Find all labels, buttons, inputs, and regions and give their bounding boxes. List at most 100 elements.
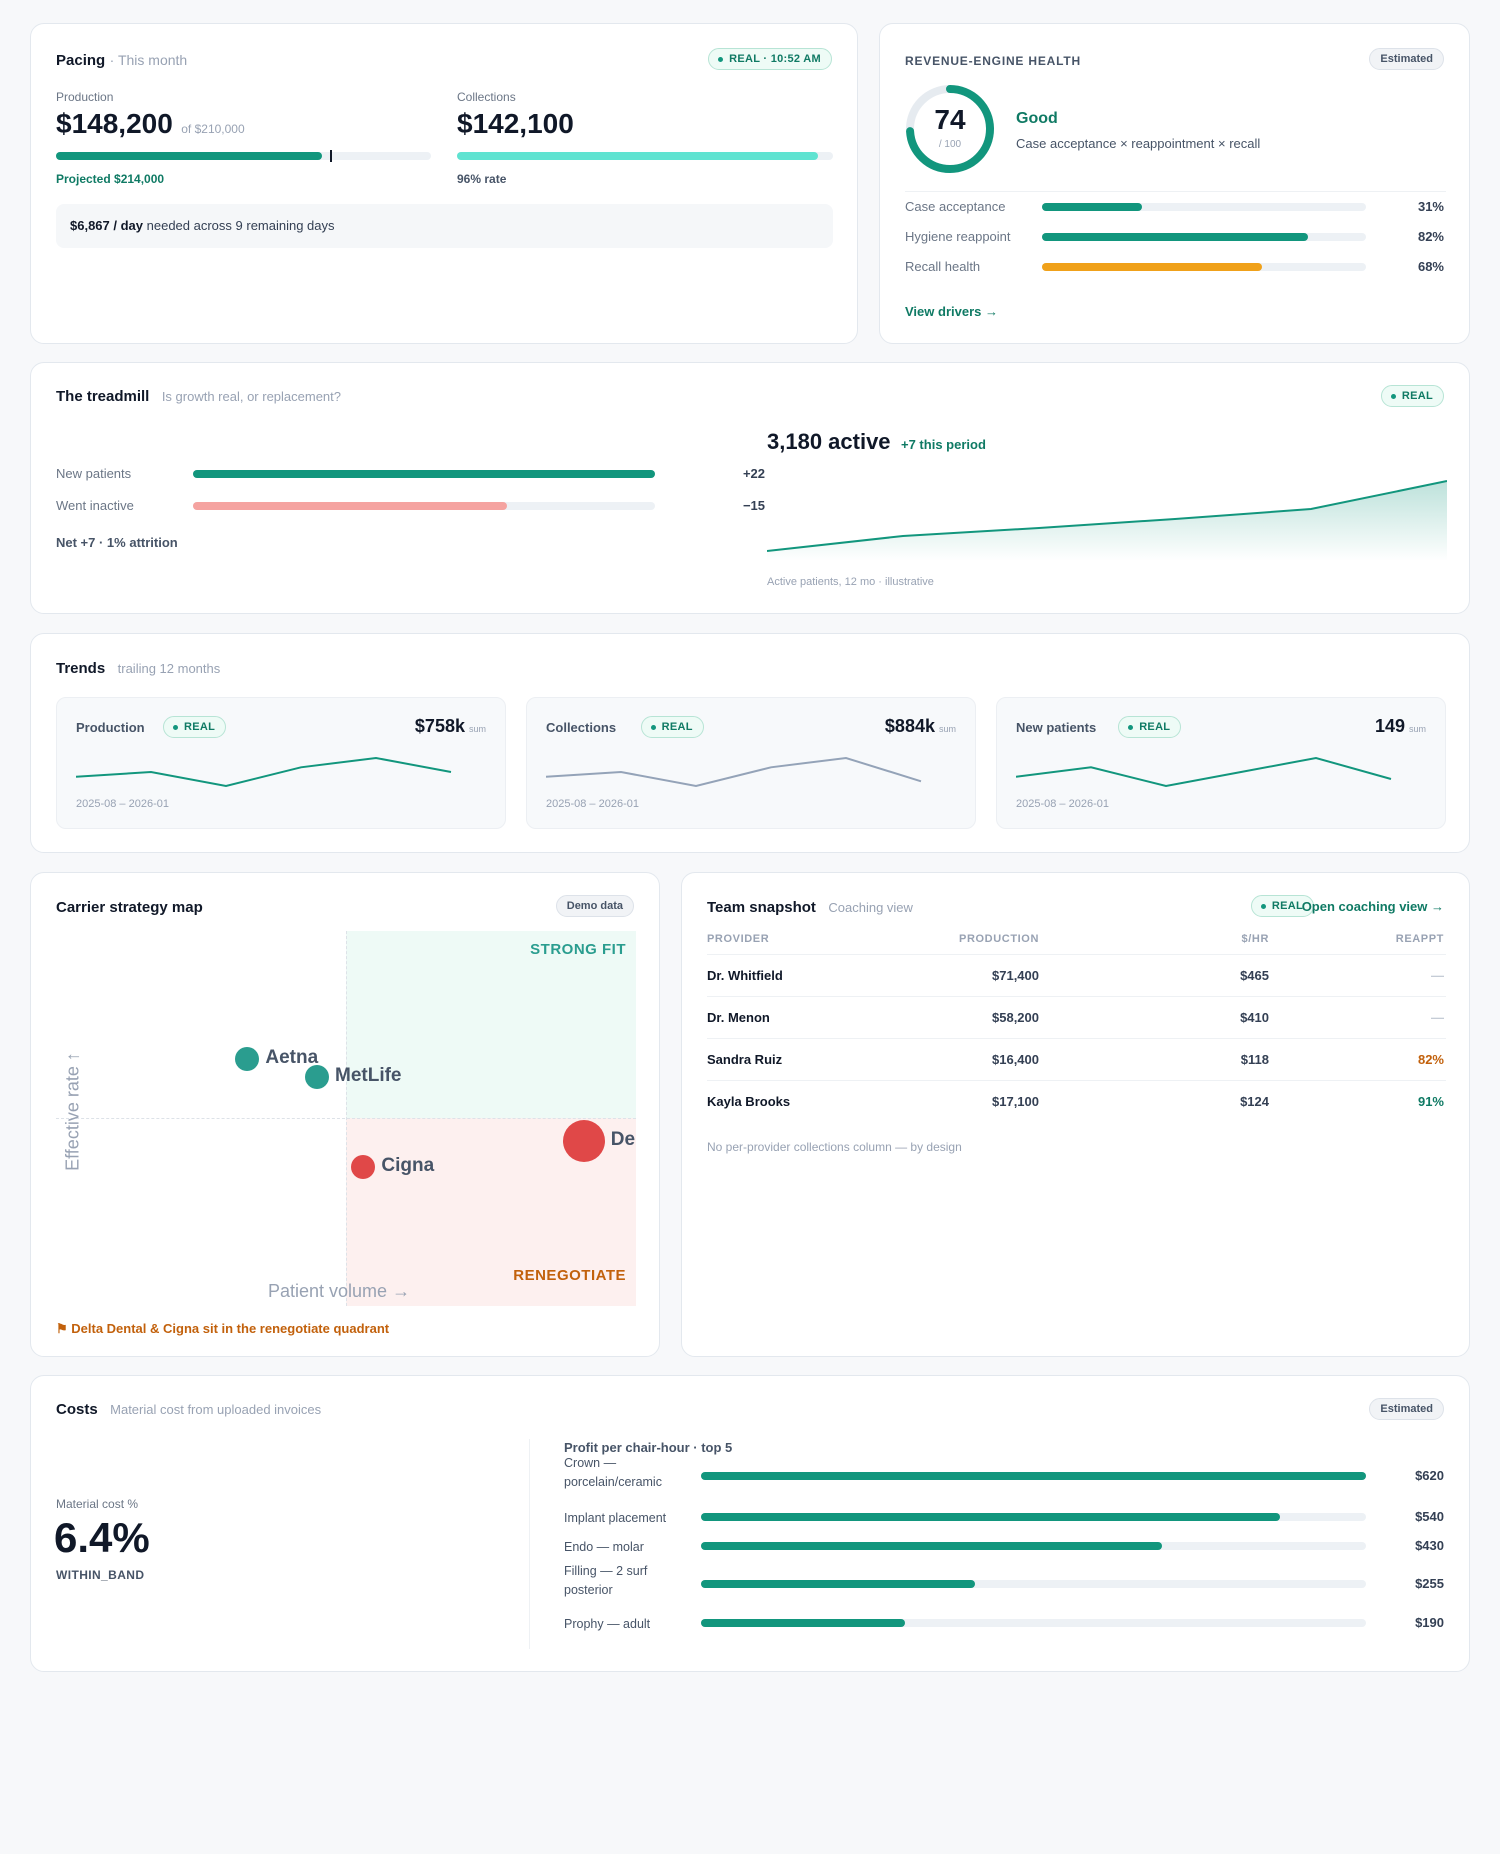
team-title: Team snapshot [707,899,816,916]
collections-rate: 96% rate [457,172,507,186]
carrier-point-metlife[interactable] [305,1065,329,1090]
trend-range: 2025-08 – 2026-01 [1016,798,1109,810]
trend-total: $884k sum [885,716,956,737]
real-badge: REAL [1380,385,1444,407]
trend-value: $758k [414,716,465,736]
costs-title: Costs [56,1401,98,1418]
net-attrition: Net +7 · 1% attrition [56,535,178,550]
real-badge: REAL [1118,716,1182,738]
production-progress-fill [56,152,323,160]
profit-value: $430 [1415,1538,1444,1553]
y-axis-label: Effective rate ↑ [62,1052,83,1171]
treadmill-title: The treadmill [56,388,150,405]
trend-card-new-patients[interactable]: New patients REAL 149 sum 2025-08 – 2026-01 [996,697,1446,829]
trend-value: 149 [1374,716,1405,736]
real-badge: REAL [640,716,704,738]
profit-track [701,1619,1366,1627]
pacing-title: Pacing [56,52,106,69]
costs-divider [529,1439,530,1649]
carrier-title: Carrier strategy map [56,899,203,916]
row-divider [707,996,1446,997]
profit-track [701,1580,1366,1588]
profit-value: $620 [1415,1468,1444,1483]
profit-category: Endo — molar [564,1540,644,1554]
costs-card: Costs Material cost from uploaded invoic… [30,1375,1470,1672]
trend-range: 2025-08 – 2026-01 [76,798,169,810]
production-target: of $210,000 [181,122,245,136]
strong-fit-label: STRONG FIT [530,941,626,958]
production-value: $148,200 [56,108,173,139]
carrier-label: Aetna [265,1046,319,1068]
trend-card-production[interactable]: Production REAL $758k sum 2025-08 – 2026-01 [56,697,506,829]
collections-progress-bar [457,152,833,160]
daily-needed-callout: $6,867 / day needed across 9 remaining d… [56,204,833,248]
real-time-badge: REAL · 10:52 AM [708,48,832,70]
carrier-point-de[interactable] [562,1120,605,1162]
metric-track [1042,263,1366,271]
active-area [767,481,1447,561]
metric-track [1042,233,1366,241]
collections-value: $142,100 [457,108,574,139]
profit-category: Implant placement [564,1511,667,1525]
carrier-point-cigna[interactable] [351,1155,376,1180]
metric-value: 68% [1417,259,1444,274]
trend-range: 2025-08 – 2026-01 [546,798,639,810]
profit-category: Crown — porcelain/ceramic [564,1456,662,1489]
collections-progress-fill [457,152,818,160]
trend-sparkline [1016,756,1392,788]
renegotiate-label: RENEGOTIATE [513,1267,626,1284]
renegotiate-note: ⚑ Delta Dental & Cigna sit in the renego… [56,1321,390,1336]
provider-reappt: — [1431,968,1444,983]
demo-data-badge: Demo data [555,895,634,917]
view-drivers-link[interactable]: View drivers → [905,304,998,319]
pacing-card: Pacing · This month REAL · 10:52 AM Prod… [30,23,858,344]
row-divider [707,954,1446,955]
material-cost-value: 6.4% [54,1514,150,1561]
carrier-label: De [610,1129,636,1150]
profit-track [701,1472,1366,1480]
trend-sparkline [76,756,452,788]
profit-category: Prophy — adult [564,1617,651,1631]
real-badge: REAL [1250,895,1314,917]
health-title: REVENUE-ENGINE HEALTH [905,54,1081,68]
provider-name: Kayla Brooks [707,1094,791,1109]
divider [905,191,1446,192]
estimated-badge: Estimated [1369,48,1444,70]
provider-production: $71,400 [992,968,1039,983]
profit-track [701,1513,1366,1521]
trends-title: Trends [56,660,106,677]
production-figure: $148,200 of $210,000 [56,108,245,140]
trends-header: Trends trailing 12 months [56,660,220,678]
carrier-point-aetna[interactable] [235,1046,260,1071]
projected-text: Projected $214,000 [56,172,165,186]
costs-subtitle: Material cost from uploaded invoices [110,1402,322,1417]
carrier-plot: STRONG FIT RENEGOTIATE Aetna MetLife Cigna… [56,931,636,1306]
score-gauge [906,85,994,173]
provider-rate: $118 [1240,1052,1269,1067]
open-coaching-link[interactable]: Open coaching view → [1301,899,1444,914]
trends-card: Trends trailing 12 months Production REAL… [30,633,1470,853]
treadmill-track [193,502,655,510]
treadmill-row-label: New patients [56,466,132,481]
profit-bar [701,1619,905,1627]
treadmill-track [193,470,655,478]
provider-name: Sandra Ruiz [707,1052,783,1067]
team-header: Team snapshot Coaching view [707,899,913,917]
pacing-header: Pacing · This month [56,52,187,70]
treadmill-fill [193,502,508,510]
treadmill-row-value: +22 [742,466,765,481]
collections-label: Collections [457,90,516,104]
provider-reappt: 91% [1417,1094,1444,1109]
active-line [767,480,1447,552]
trend-unit: sum [938,724,956,734]
daily-needed-text: needed across 9 remaining days [146,218,335,233]
treadmill-fill [193,470,655,478]
treadmill-row-label: Went inactive [56,498,134,513]
col-rate: $/HR [1241,933,1269,945]
pace-marker [330,150,332,162]
trend-card-collections[interactable]: Collections REAL $884k sum 2025-08 – 2026-01 [526,697,976,829]
metric-fill [1042,263,1263,271]
trend-label: Production [76,720,145,735]
metric-value: 31% [1417,199,1444,214]
real-badge: REAL [163,716,227,738]
